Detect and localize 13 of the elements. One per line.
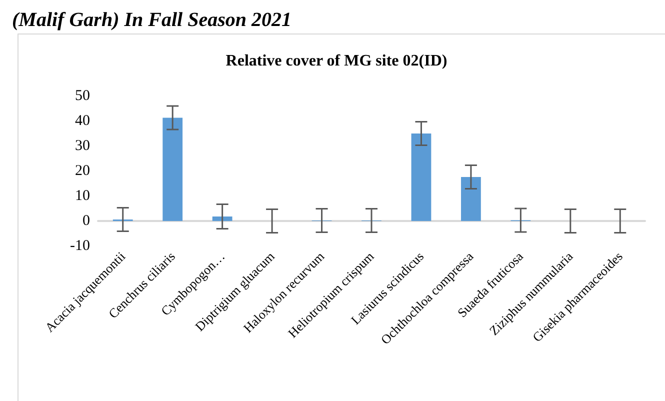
y-tick-label: 40 — [75, 113, 90, 129]
y-tick-label: 20 — [75, 163, 90, 179]
y-tick-label: 0 — [82, 213, 90, 229]
y-tick-label: 30 — [75, 138, 90, 154]
bar — [212, 216, 232, 221]
y-tick-label: -10 — [70, 238, 90, 254]
bar — [411, 134, 432, 221]
bar — [162, 118, 183, 221]
y-tick-label: 10 — [75, 188, 90, 204]
chart-title: Relative cover of MG site 02(ID) — [226, 52, 448, 70]
text: (Malif Garh) In Fall Season 2021 — [12, 9, 292, 31]
bar — [461, 177, 481, 221]
y-tick-label: 50 — [75, 88, 90, 104]
